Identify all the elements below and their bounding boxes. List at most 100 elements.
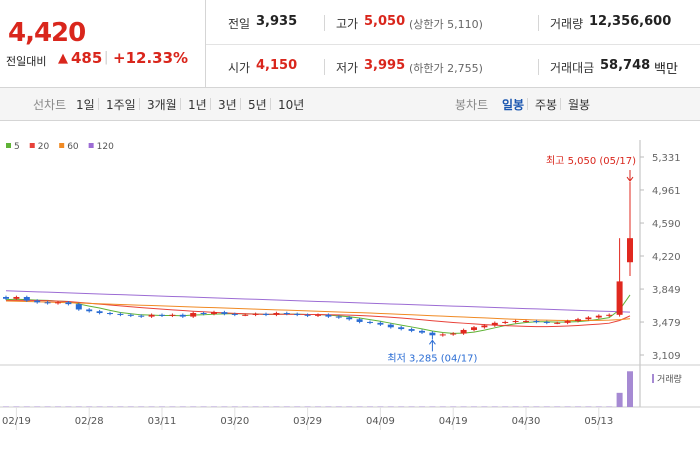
x-tick-label: 04/09 [366,416,395,427]
summary-value: 4,150 [256,58,298,73]
candle-body [564,321,571,323]
candle-body [13,296,20,299]
candle-body [575,319,581,322]
candle-body [252,313,259,315]
candle-body [96,311,103,314]
range-tab[interactable]: 3년 [218,98,237,112]
x-tick-label: 03/11 [148,416,177,427]
candle-body [387,324,394,328]
range-tab[interactable]: 1년 [188,98,207,112]
divider [560,98,561,110]
period-tab[interactable]: 월봉 [568,98,591,112]
legend-swatch [88,143,94,148]
annotation-arrow [626,170,634,182]
legend-swatch [652,374,654,383]
summary-unit: 백만 [654,62,678,77]
candle-body [627,238,633,263]
candle-body [325,314,332,317]
change-label: 전일대비 [6,55,47,68]
candle-body [211,312,217,314]
candle-body [55,302,61,304]
y-tick-label: 3,109 [652,351,681,362]
candle-body [450,333,457,335]
candle-body [86,309,93,312]
x-tick-label: 02/28 [75,416,104,427]
summary-value: 12,356,600 [589,14,672,29]
summary-label: 저가 [336,61,359,75]
tab-bar: 선차트 1일 1주일 3개월 1년 3년 5년 10년 봉차트 일봉 주봉 월봉 [0,88,700,121]
x-tick-label: 04/19 [439,416,468,427]
change-rate: +12.33% [113,49,189,67]
divider [538,59,539,75]
candle-body [283,313,290,315]
moving-average-line [5,300,631,322]
divider [210,98,211,110]
candle-body [335,316,342,318]
period-tab[interactable]: 주봉 [535,98,558,112]
candle-body [138,315,145,317]
candle-body [190,313,197,317]
summary-note: (상한가 5,110) [409,18,483,31]
candle-body [377,322,384,325]
candle-body [491,322,498,326]
candle-body [481,325,488,328]
candle-body [554,322,561,324]
legend-label: 거래량 [657,373,682,385]
candle-body [429,332,436,336]
legend-swatch [59,143,65,148]
annotation-arrow [429,339,436,352]
volume-bar [627,371,633,407]
candle-body [169,314,176,316]
divider [240,98,241,110]
moving-average-line [5,290,631,313]
quote-header: 4,420 전일대비 ▲ 485 | +12.33% [0,0,700,88]
divider [324,59,325,75]
summary-label: 거래량 [550,17,584,31]
candle-body [460,329,467,334]
divider [180,98,181,110]
divider: | [104,50,109,65]
tab-group-label: 봉차트 [455,98,489,112]
y-tick-label: 4,961 [652,186,681,197]
divider [139,98,140,110]
summary-value: 3,995 [364,58,406,73]
candle-body [533,321,540,323]
candle-body [356,319,363,322]
candle-body [408,329,415,331]
candle-body [179,314,186,317]
range-tab[interactable]: 1주일 [106,98,136,112]
range-tab[interactable]: 3개월 [147,98,177,112]
candle-body [512,321,519,323]
range-tab[interactable]: 10년 [278,98,305,112]
candle-body [398,327,405,330]
candle-body [606,314,613,316]
candle-body [231,313,238,315]
candle-body [543,321,550,323]
candle-body [304,314,311,316]
divider [98,98,99,110]
legend-label: 120 [97,142,114,152]
candle-body [502,321,509,323]
y-tick-label: 3,479 [652,318,681,329]
candle-body [367,321,373,323]
x-tick-label: 03/20 [220,416,249,427]
candle-body [44,302,51,304]
candle-body [75,304,82,310]
summary-label: 시가 [228,61,251,75]
x-tick-label: 05/13 [584,416,613,427]
candle-body [585,317,592,320]
candle-body [595,315,602,318]
candle-body [221,312,228,314]
price-change: 485 [71,49,103,67]
y-tick-label: 4,590 [652,219,681,230]
up-arrow-icon: ▲ [58,51,68,66]
candle-body [315,314,321,316]
range-tab[interactable]: 1일 [76,98,95,112]
candle-body [127,314,134,316]
period-tab[interactable]: 일봉 [502,98,525,112]
candle-body [148,314,155,317]
y-tick-label: 3,849 [652,285,681,296]
summary-label: 거래대금 [550,61,595,75]
volume-bar [616,392,623,407]
range-tab[interactable]: 5년 [248,98,267,112]
